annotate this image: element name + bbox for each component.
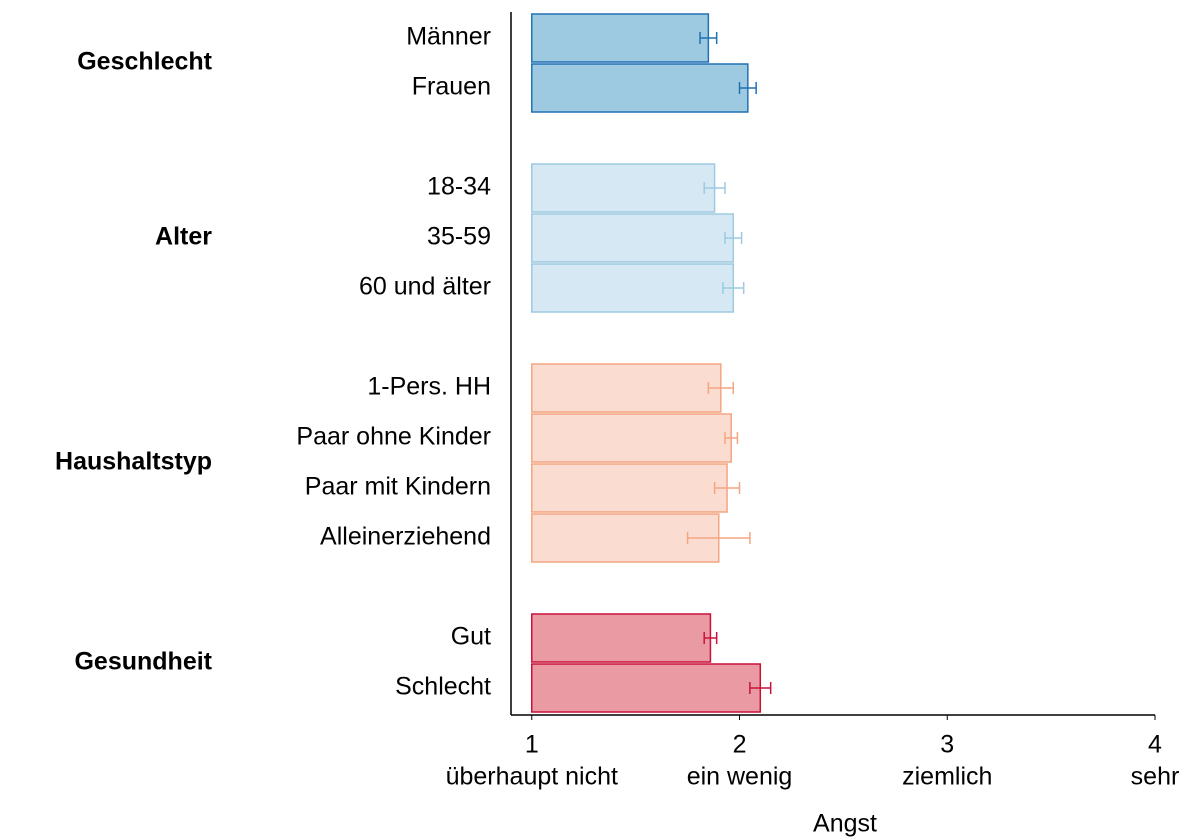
bar bbox=[531, 463, 728, 513]
error-bar bbox=[707, 382, 735, 394]
bar bbox=[531, 413, 732, 463]
bar bbox=[531, 13, 710, 63]
group-label: Alter bbox=[155, 223, 212, 251]
group-label: Gesundheit bbox=[74, 648, 212, 676]
bar bbox=[531, 63, 749, 113]
category-label: 60 und älter bbox=[359, 273, 491, 301]
category-label: 1-Pers. HH bbox=[367, 373, 491, 401]
x-axis-label: Angst bbox=[813, 810, 877, 838]
error-bar bbox=[749, 682, 772, 694]
category-label: 35-59 bbox=[427, 223, 491, 251]
category-label: Alleinerziehend bbox=[320, 523, 491, 551]
error-bar bbox=[738, 82, 757, 94]
error-bar bbox=[703, 632, 718, 644]
category-label: Gut bbox=[451, 623, 491, 651]
bar bbox=[531, 363, 722, 413]
category-label: 18-34 bbox=[427, 173, 491, 201]
x-tick-label: 3 bbox=[940, 731, 954, 759]
group-label: Geschlecht bbox=[77, 48, 212, 76]
category-label: Frauen bbox=[412, 73, 491, 101]
error-bar bbox=[724, 432, 739, 444]
x-tick-label: 4 bbox=[1148, 731, 1162, 759]
error-bar bbox=[722, 282, 745, 294]
category-label: Männer bbox=[406, 23, 491, 51]
category-label: Paar ohne Kinder bbox=[296, 423, 491, 451]
bar bbox=[531, 613, 712, 663]
bar bbox=[531, 663, 762, 713]
error-bar bbox=[686, 532, 751, 544]
bar bbox=[531, 213, 735, 263]
x-tick-label: 1 bbox=[525, 731, 539, 759]
x-tick-sublabel: überhaupt nicht bbox=[446, 763, 618, 791]
error-bar bbox=[713, 482, 741, 494]
error-bar bbox=[724, 232, 743, 244]
bar bbox=[531, 163, 716, 213]
x-tick-sublabel: ziemlich bbox=[902, 763, 992, 791]
group-label: Haushaltstyp bbox=[55, 448, 212, 476]
bar bbox=[531, 263, 735, 313]
category-label: Schlecht bbox=[395, 673, 491, 701]
x-tick-sublabel: ein wenig bbox=[687, 763, 793, 791]
error-bar bbox=[699, 32, 718, 44]
x-tick-label: 2 bbox=[733, 731, 747, 759]
error-bar bbox=[703, 182, 726, 194]
x-tick-sublabel: sehr bbox=[1131, 763, 1180, 791]
category-label: Paar mit Kindern bbox=[305, 473, 491, 501]
